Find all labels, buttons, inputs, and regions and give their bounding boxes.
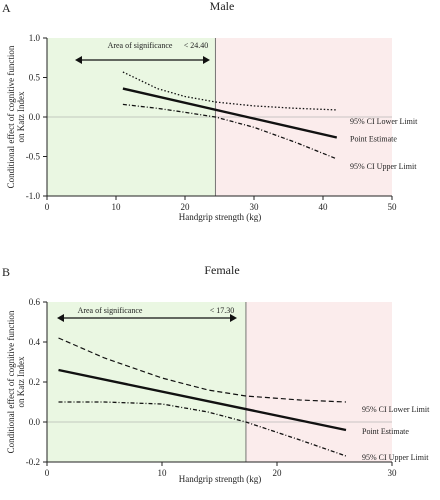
series-label: 95% CI Lower Limit [362, 405, 430, 414]
x-axis-title: Handgrip strength (kg) [179, 212, 261, 222]
y-axis-title-line1: Conditional effect of cognitive function [6, 45, 16, 188]
x-tick-label: 50 [388, 202, 398, 212]
significance-region [47, 302, 246, 462]
x-tick-label: 10 [112, 202, 122, 212]
series-line-95-ci-upper-limit [122, 103, 338, 160]
x-tick-label: 20 [181, 202, 191, 212]
x-tick-label: 0 [45, 202, 50, 212]
y-tick-label: 0.6 [29, 297, 41, 307]
y-tick-label: 0.2 [29, 377, 40, 387]
x-axis-title: Handgrip strength (kg) [179, 474, 261, 484]
series-line-95-ci-lower-limit [58, 337, 347, 403]
threshold-label: < 24.40 [184, 41, 209, 50]
series-label: Point Estimate [350, 135, 397, 144]
significance-label: Area of significance [108, 41, 173, 50]
y-axis-title-line2: on Katz Index [16, 356, 26, 407]
y-axis-title-line1: Conditional effect of cognitive function [6, 310, 16, 453]
series-line-point-estimate [122, 87, 338, 139]
panel-letter: B [2, 265, 10, 279]
arrow-head-left [75, 56, 82, 64]
series-label: 95% CI Upper Limit [350, 162, 417, 171]
y-tick-label: 0.4 [29, 337, 41, 347]
x-tick-label: 30 [388, 468, 398, 478]
nonsignificance-region [245, 302, 392, 462]
y-tick-label: -1.0 [26, 191, 41, 201]
significance-label: Area of significance [78, 306, 143, 315]
y-tick-label: 1.0 [29, 33, 41, 43]
y-tick-label: -0.5 [26, 152, 41, 162]
panel-title: Male [210, 0, 235, 13]
series-label: 95% CI Lower Limit [350, 117, 418, 126]
x-tick-label: 0 [45, 468, 50, 478]
x-tick-label: 10 [158, 468, 168, 478]
chart-panel-1: 0 10 20 30 40 50 -1.0 -0.5 0.0 0.5 1.0 Male A Handgri… [2, 0, 418, 222]
y-tick-label: -0.2 [26, 457, 40, 467]
panel-letter: A [2, 1, 11, 15]
series-line-point-estimate [58, 368, 347, 432]
chart-panel-2: 0 10 20 30 -0.2 0.0 0.2 0.4 0.6 Female B Handgrip s… [2, 263, 430, 484]
series-label: 95% CI Upper Limit [362, 453, 429, 462]
series-line-95-ci-upper-limit [58, 401, 347, 457]
y-tick-label: 0.5 [29, 73, 41, 83]
y-axis-title-line2: on Katz Index [16, 91, 26, 142]
y-tick-label: 0.0 [29, 112, 41, 122]
arrow-head-right [230, 314, 237, 322]
x-tick-label: 20 [273, 468, 283, 478]
threshold-label: < 17.30 [210, 306, 235, 315]
x-tick-label: 30 [250, 202, 260, 212]
arrow-head-left [57, 314, 64, 322]
y-tick-label: 0.0 [29, 417, 41, 427]
series-label: Point Estimate [362, 427, 409, 436]
x-tick-label: 40 [319, 202, 329, 212]
panel-title: Female [204, 263, 239, 277]
arrow-head-right [203, 56, 210, 64]
